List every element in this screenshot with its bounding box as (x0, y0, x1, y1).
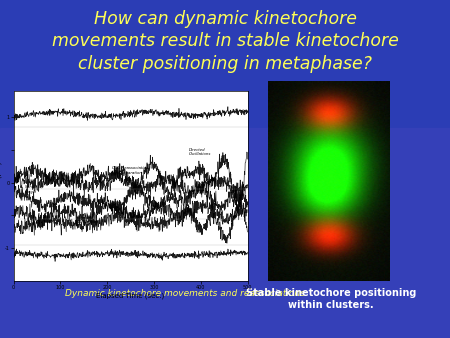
Text: How can dynamic kinetochore
movements result in stable kinetochore
cluster posit: How can dynamic kinetochore movements re… (52, 10, 398, 73)
Text: Dynamic kinetochore movements and reassociations.: Dynamic kinetochore movements and reasso… (65, 289, 308, 298)
Text: CEN Reassociation
and Separation: CEN Reassociation and Separation (112, 166, 148, 175)
Bar (0, 128, 450, 338)
Text: Spindle
Length: Spindle Length (25, 185, 38, 194)
X-axis label: Elapsed Time (sec.): Elapsed Time (sec.) (96, 292, 165, 299)
Text: Stable kinetochore positioning
within clusters.: Stable kinetochore positioning within cl… (246, 288, 416, 310)
Text: Directed
Oscillations: Directed Oscillations (76, 216, 99, 224)
Y-axis label: Distance (μm): Distance (μm) (0, 161, 2, 211)
Bar (0, 0, 450, 128)
Text: Directed
Oscillations: Directed Oscillations (189, 147, 212, 156)
